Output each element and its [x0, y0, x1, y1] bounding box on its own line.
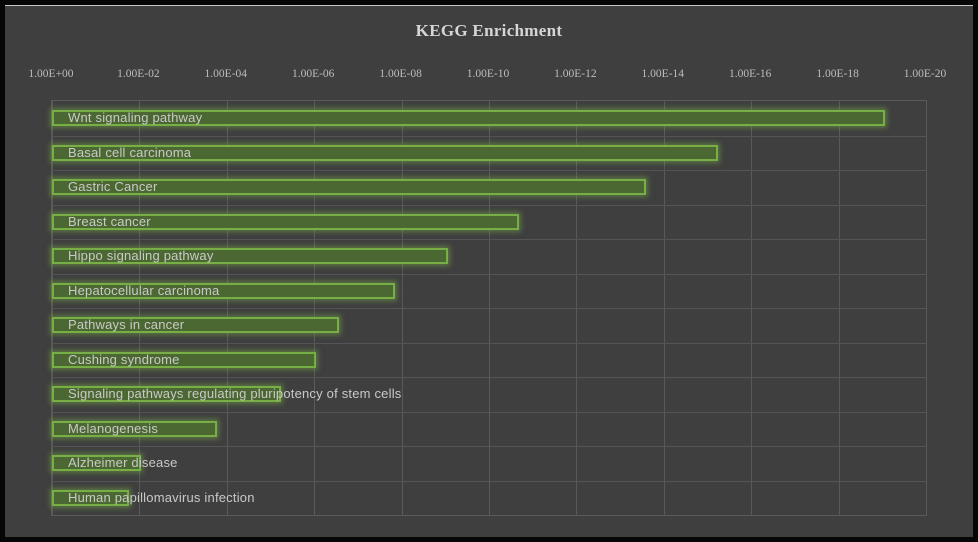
bar[interactable]	[52, 110, 885, 126]
bar-row: Hippo signaling pathway	[52, 239, 926, 274]
bar-row: Breast cancer	[52, 205, 926, 240]
chart-canvas: KEGG Enrichment 1.00E+00 1.00E-02 1.00E-04…	[5, 5, 973, 537]
bar-label: Alzheimer disease	[68, 455, 178, 470]
bar[interactable]	[52, 351, 316, 368]
x-axis-tick-label: 1.00E-12	[554, 68, 597, 80]
horizontal-gridline	[52, 239, 926, 240]
horizontal-gridline	[52, 411, 926, 413]
horizontal-gridline	[52, 308, 926, 309]
horizontal-gridline	[52, 446, 926, 447]
bar-label: Wnt signaling pathway	[68, 110, 203, 125]
horizontal-gridline	[52, 170, 926, 171]
x-axis-tick-label: 1.00E-10	[466, 68, 510, 80]
bar[interactable]	[52, 144, 718, 161]
bar-label: Signaling pathways regulating pluripoten…	[68, 386, 402, 401]
horizontal-gridline	[52, 342, 926, 344]
bar-label: Cushing syndrome	[68, 351, 180, 367]
chart-title: KEGG Enrichment	[415, 21, 563, 40]
x-axis-tick-label: 1.00E-16	[728, 68, 772, 80]
bar[interactable]	[52, 455, 141, 471]
horizontal-gridline	[52, 135, 926, 137]
vertical-gridline	[926, 101, 927, 515]
bar-label: Breast cancer	[68, 213, 151, 229]
x-axis-tick-label: 1.00E-14	[641, 68, 685, 80]
x-axis-tick-label: 1.00E-06	[291, 68, 335, 80]
x-axis-tick-label: 1.00E-20	[903, 68, 947, 80]
x-axis-tick-labels: 1.00E+00 1.00E-02 1.00E-04 1.00E-06 1.00E-08…	[28, 66, 946, 82]
x-axis-tick-label: 1.00E-04	[204, 68, 248, 80]
bar[interactable]	[52, 386, 281, 402]
bar-label: Hepatocellular carcinoma	[68, 282, 220, 298]
horizontal-gridline	[52, 273, 926, 275]
bar-row: Hepatocellular carcinoma	[52, 274, 926, 309]
bar-row: Pathways in cancer	[52, 308, 926, 343]
bar[interactable]	[52, 317, 340, 333]
x-axis-tick-label: 1.00E-02	[117, 68, 160, 80]
bar-row: Melanogenesis	[52, 412, 926, 447]
bar-label: Basal cell carcinoma	[68, 144, 192, 160]
bar-row: Alzheimer disease	[52, 446, 926, 481]
bar-row: Wnt signaling pathway	[52, 101, 926, 136]
bar-row: Gastric Cancer	[52, 170, 926, 205]
bar-label: Pathways in cancer	[68, 317, 185, 332]
x-axis-tick-label: 1.00E+00	[28, 68, 74, 80]
plot-area: Wnt signaling pathway Basal cell carcinom…	[51, 100, 927, 516]
horizontal-gridline	[52, 377, 926, 378]
x-axis-tick-label: 1.00E-18	[816, 68, 859, 80]
bar-label: Hippo signaling pathway	[68, 248, 214, 263]
x-axis-tick-label: 1.00E-08	[379, 68, 422, 80]
bar-row: Human papillomavirus infection	[52, 481, 926, 516]
bar-label: Human papillomavirus infection	[68, 489, 255, 505]
bar[interactable]	[52, 248, 448, 264]
bar[interactable]	[52, 489, 130, 506]
horizontal-gridline	[52, 480, 926, 482]
bar-row: Signaling pathways regulating pluripoten…	[52, 377, 926, 412]
bar[interactable]	[52, 282, 396, 299]
horizontal-gridline	[52, 204, 926, 206]
bar[interactable]	[52, 420, 217, 437]
bar-row: Cushing syndrome	[52, 343, 926, 378]
bar[interactable]	[52, 179, 646, 195]
bar[interactable]	[52, 213, 519, 230]
bar-row: Basal cell carcinoma	[52, 136, 926, 171]
bar-label: Melanogenesis	[68, 420, 159, 436]
bar-label: Gastric Cancer	[68, 179, 158, 194]
